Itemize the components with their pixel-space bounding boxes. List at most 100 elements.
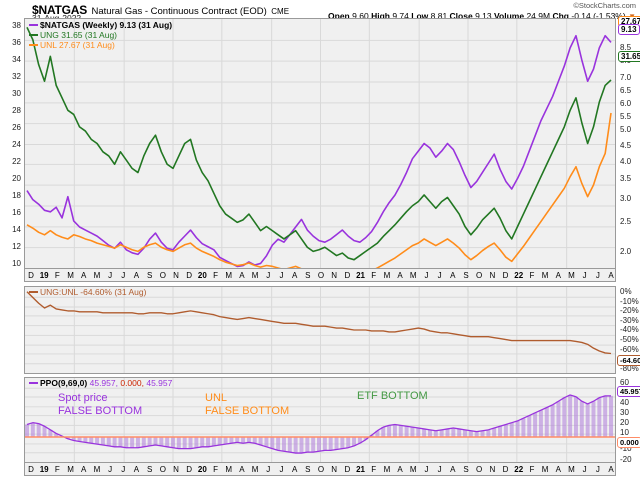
ratio-legend-label: UNG:UNL -64.60% (31 Aug) — [40, 287, 147, 297]
x-axis-label: S — [146, 465, 153, 474]
high-label: High — [371, 11, 390, 21]
ppo-right-tick: 10 — [620, 428, 629, 437]
x-axis-label: N — [489, 465, 496, 474]
x-axis-label: M — [383, 271, 391, 280]
x-axis-label: J — [424, 271, 429, 280]
price-left-tick: 14 — [12, 225, 21, 234]
price-left-axis: 38 36 34 32 30 28 26 24 22 20 18 16 14 12 10 — [0, 18, 23, 269]
price-legend-item: UNG 31.65 (31 Aug) — [29, 30, 172, 40]
ppo-right-tick: 40 — [620, 398, 629, 407]
ppo-right-tick: 60 — [620, 378, 629, 387]
x-axis-label: M — [568, 465, 575, 474]
x-axis-label: J — [279, 271, 284, 280]
symbol-exchange: CME — [271, 7, 290, 16]
x-axis-label: D — [28, 465, 34, 474]
x-axis-label: A — [291, 465, 298, 474]
price-left-tick: 22 — [12, 157, 21, 166]
price-right-tick: 8.5 — [620, 43, 632, 52]
x-axis-label: A — [239, 271, 245, 280]
ppo-legend-value: 45.957 — [146, 378, 173, 388]
price-left-tick: 24 — [12, 140, 21, 149]
x-axis-label: 19 — [39, 465, 49, 474]
price-plot — [25, 19, 615, 268]
x-axis-label: 22 — [514, 465, 524, 474]
x-axis-label: F — [54, 271, 60, 280]
low-label: Low — [411, 11, 429, 21]
annotation-etf-bottom: ETF BOTTOM — [357, 390, 428, 402]
price-right-tick: 7.0 — [620, 73, 632, 82]
legend-label: UNG 31.65 (31 Aug) — [40, 30, 118, 40]
x-axis-label: A — [397, 271, 403, 280]
x-axis-label: J — [437, 465, 442, 474]
high-value: 9.74 — [392, 11, 409, 21]
ppo-legend-value: 45.957, — [89, 378, 121, 388]
price-left-tick: 16 — [12, 208, 21, 217]
chg-value: -0.14 (-1.53%) — [571, 11, 626, 21]
x-axis-label: M — [225, 271, 233, 280]
legend-label: $NATGAS (Weekly) 9.13 (31 Aug) — [40, 20, 173, 30]
x-axis-label: M — [568, 271, 575, 280]
x-axis-label: A — [450, 271, 456, 280]
price-chart-panel[interactable]: $NATGAS (Weekly) 9.13 (31 Aug) UNG 31.65 … — [24, 18, 616, 269]
price-right-tick: 2.0 — [620, 247, 632, 256]
x-axis-label: A — [81, 271, 87, 280]
legend-label: UNL 27.67 (31 Aug) — [40, 40, 115, 50]
price-legend: $NATGAS (Weekly) 9.13 (31 Aug) UNG 31.65 … — [29, 20, 172, 50]
x-axis-label: 21 — [356, 465, 365, 474]
x-axis-label: F — [371, 271, 377, 280]
open-label: Open — [328, 11, 350, 21]
price-right-tick: 6.5 — [620, 86, 632, 95]
x-axis-label: D — [502, 271, 509, 280]
ppo-right-axis: 60 40 30 20 10 -10 -20 — [617, 377, 640, 464]
close-label: Close — [449, 11, 473, 21]
x-axis-label: J — [121, 271, 126, 280]
x-axis-label: O — [317, 465, 325, 474]
x-axis-label: F — [213, 271, 218, 280]
x-axis-label: J — [595, 271, 600, 280]
ratio-chart-panel[interactable]: UNG:UNL -64.60% (31 Aug) — [24, 286, 616, 374]
x-axis-label: D — [186, 465, 193, 474]
price-left-tick: 38 — [12, 21, 21, 30]
x-axis-label: F — [529, 271, 535, 280]
ratio-plot — [25, 287, 615, 373]
close-value: 9.13 — [475, 11, 492, 21]
x-axis-label: 19 — [39, 271, 49, 280]
price-right-tick: 3.5 — [620, 174, 632, 183]
price-legend-item: $NATGAS (Weekly) 9.13 (31 Aug) — [29, 20, 172, 30]
ratio-right-tick: -60% — [620, 344, 639, 354]
x-axis-label: O — [317, 271, 325, 280]
price-left-tick: 36 — [12, 38, 21, 47]
quote-bar: Open 9.60 High 9.74 Low 8.81 Close 9.13 … — [328, 11, 636, 21]
ppo-legend-name: PPO(9,69,0) — [40, 378, 90, 388]
x-axis-label: A — [450, 465, 456, 474]
ratio-right-tick: -40% — [620, 325, 639, 335]
x-axis-label: O — [476, 271, 483, 280]
x-axis-label: A — [608, 465, 614, 474]
x-axis-label: J — [437, 271, 442, 280]
x-axis-label: M — [67, 271, 74, 280]
x-axis-label: N — [173, 465, 179, 474]
x-axis-label: D — [28, 271, 34, 280]
ratio-legend: UNG:UNL -64.60% (31 Aug) — [29, 287, 146, 297]
x-axis-label: S — [146, 271, 153, 280]
x-axis-label: J — [424, 465, 429, 474]
open-value: 9.60 — [352, 11, 369, 21]
x-axis-label: N — [331, 465, 338, 474]
price-left-tick: 34 — [12, 55, 21, 64]
x-axis-label: S — [463, 271, 469, 280]
x-axis-label: M — [67, 465, 74, 474]
ppo-chart-panel[interactable]: PPO(9,69,0) 45.957, 0.000, 45.957 Spot p… — [24, 377, 616, 463]
x-axis-label: S — [463, 465, 469, 474]
x-axis-label: M — [383, 465, 391, 474]
ratio-right-tick: -30% — [620, 315, 639, 325]
x-axis-label: A — [133, 465, 140, 474]
price-badge: 31.65 — [618, 51, 640, 62]
stockcharts-credit: ©StockCharts.com — [573, 1, 636, 10]
price-left-tick: 26 — [12, 123, 21, 132]
legend-color-swatch — [29, 33, 38, 36]
ppo-right-tick: -10 — [620, 444, 632, 453]
x-axis-label: J — [108, 465, 113, 474]
ratio-badge: -64.60% — [617, 355, 640, 366]
x-axis-label: O — [159, 465, 166, 474]
low-value: 8.81 — [430, 11, 448, 21]
